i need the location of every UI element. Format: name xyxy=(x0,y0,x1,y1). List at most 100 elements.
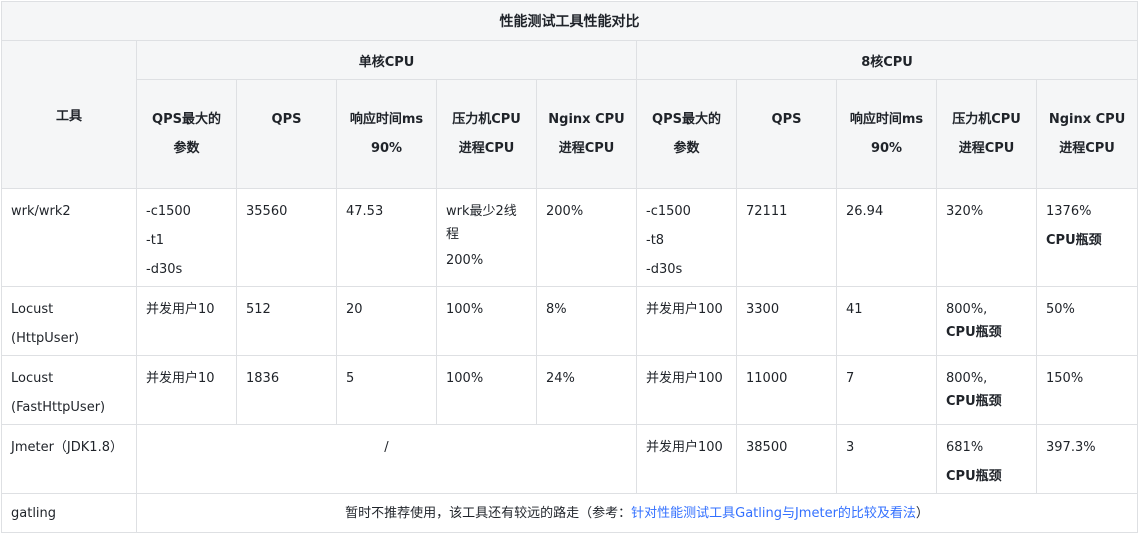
resp-cell: 3 xyxy=(836,424,937,494)
tool-variant: (FastHttpUser) xyxy=(11,400,106,415)
press-cpu-cell: 800%, CPU瓶颈 xyxy=(936,355,1037,425)
gatling-note-suffix: ） xyxy=(915,505,929,521)
tool-name: Locust xyxy=(11,371,54,386)
press-cpu-value: 681% xyxy=(946,440,984,455)
params-cell: 并发用户100 xyxy=(636,286,737,356)
tool-column-header: 工具 xyxy=(1,40,137,189)
single-core-na-cell: / xyxy=(136,424,637,494)
header-line-spacer xyxy=(243,134,330,163)
header-line: 90% xyxy=(370,141,403,156)
nginx-cpu-cell: 397.3% xyxy=(1035,424,1139,494)
header-line: 参数 xyxy=(673,141,700,156)
table-row: Locust (FastHttpUser) 并发用户10 1836 5 100%… xyxy=(1,355,1139,425)
nginx-cpu-cell: 24% xyxy=(536,355,637,425)
header-resp-single: 响应时间ms 90% xyxy=(336,79,437,189)
header-line: QPS xyxy=(271,112,302,127)
params-cell: -c1500 -t1 -d30s xyxy=(136,188,237,287)
press-cpu-value: 100% xyxy=(446,302,484,317)
header-line: 进程CPU xyxy=(1059,141,1115,156)
press-cpu-cell: 100% xyxy=(436,355,537,425)
header-line: QPS xyxy=(771,112,802,127)
press-cpu-note: wrk最少2线程 xyxy=(446,204,517,242)
param-line: 并发用户10 xyxy=(146,371,215,386)
press-cpu-cell: 320% xyxy=(936,188,1037,287)
press-cpu-cell: 800%, CPU瓶颈 xyxy=(936,286,1037,356)
tool-cell: Locust (HttpUser) xyxy=(1,286,137,356)
resp-cell: 5 xyxy=(336,355,437,425)
qps-cell: 512 xyxy=(236,286,337,356)
gatling-vs-jmeter-link[interactable]: 针对性能测试工具Gatling与Jmeter的比较及看法 xyxy=(631,505,916,521)
press-cpu-value: 800%, xyxy=(946,371,988,386)
single-core-header: 单核CPU xyxy=(136,40,637,80)
header-line: Nginx CPU xyxy=(1048,112,1126,127)
header-qps-params-single: QPS最大的 参数 xyxy=(136,79,237,189)
resp-cell: 7 xyxy=(836,355,937,425)
qps-cell: 38500 xyxy=(736,424,837,494)
press-cpu-value: 800%, xyxy=(946,302,988,317)
gatling-note-prefix: 暂时不推荐使用，该工具还有较远的路走（参考： xyxy=(345,505,632,521)
table-row: wrk/wrk2 -c1500 -t1 -d30s 35560 47.53 wr… xyxy=(1,188,1139,287)
resp-cell: 20 xyxy=(336,286,437,356)
bottleneck-label: CPU瓶颈 xyxy=(946,325,1002,340)
nginx-cpu-cell: 150% xyxy=(1035,355,1139,425)
resp-cell: 47.53 xyxy=(336,188,437,287)
bottleneck-label: CPU瓶颈 xyxy=(1046,233,1102,248)
param-line: 并发用户100 xyxy=(646,302,723,317)
press-cpu-value: 100% xyxy=(446,371,484,386)
table-row: Jmeter（JDK1.8） / 并发用户100 38500 3 681% CP… xyxy=(1,424,1139,494)
tool-name: wrk/wrk2 xyxy=(11,204,71,219)
header-line: 响应时间ms xyxy=(349,112,424,127)
bottleneck-label: CPU瓶颈 xyxy=(946,394,1002,409)
tool-name: Locust xyxy=(11,302,54,317)
header-line: 进程CPU xyxy=(958,141,1015,156)
params-cell: 并发用户10 xyxy=(136,355,237,425)
nginx-cpu-cell: 1376% CPU瓶颈 xyxy=(1035,188,1139,287)
nginx-cpu-value: 50% xyxy=(1046,302,1075,317)
resp-cell: 26.94 xyxy=(836,188,937,287)
header-line: 90% xyxy=(870,141,903,156)
title-row: 性能测试工具性能对比 xyxy=(0,1,1139,41)
qps-cell: 72111 xyxy=(736,188,837,287)
nginx-cpu-cell: 8% xyxy=(536,286,637,356)
nginx-cpu-cell: 200% xyxy=(536,188,637,287)
nginx-cpu-value: 1376% xyxy=(1046,204,1092,219)
header-line: 压力机CPU xyxy=(452,112,521,127)
press-cpu-cell: 681% CPU瓶颈 xyxy=(936,424,1037,494)
params-cell: 并发用户10 xyxy=(136,286,237,356)
tool-cell: gatling xyxy=(1,493,137,533)
header-line: 压力机CPU xyxy=(952,112,1021,127)
header-line: 参数 xyxy=(173,141,200,156)
header-qps-multi: QPS xyxy=(736,79,837,189)
press-cpu-cell: wrk最少2线程 200% xyxy=(436,188,537,287)
table-row: gatling 暂时不推荐使用，该工具还有较远的路走（参考：针对性能测试工具Ga… xyxy=(1,493,1139,533)
header-line: QPS最大的 xyxy=(652,112,721,127)
sub-header-row: QPS最大的 参数 QPS 响应时间ms 90% 压力机CPU 进程CPU Ng… xyxy=(2,79,1139,189)
param-line: -t8 xyxy=(646,233,665,248)
param-line: 并发用户100 xyxy=(646,371,723,386)
header-line: 进程CPU xyxy=(458,141,515,156)
qps-cell: 11000 xyxy=(736,355,837,425)
tool-cell: wrk/wrk2 xyxy=(1,188,137,287)
param-line: -d30s xyxy=(646,262,683,277)
header-resp-multi: 响应时间ms 90% xyxy=(836,79,937,189)
tool-variant: (HttpUser) xyxy=(11,331,79,346)
param-line: 并发用户10 xyxy=(146,302,215,317)
table-title: 性能测试工具性能对比 xyxy=(0,1,1139,41)
eight-core-header: 8核CPU xyxy=(635,40,1139,80)
param-line: -t1 xyxy=(146,233,165,248)
header-nginx-cpu-single: Nginx CPU 进程CPU xyxy=(536,79,637,189)
params-cell: 并发用户100 xyxy=(636,355,737,425)
group-header-row: 工具 单核CPU 8核CPU xyxy=(1,40,1139,189)
header-line: 进程CPU xyxy=(558,141,615,156)
tool-name: Jmeter（JDK1.8） xyxy=(11,440,123,455)
header-qps-params-multi: QPS最大的 参数 xyxy=(636,79,737,189)
params-cell: 并发用户100 xyxy=(636,424,737,494)
qps-cell: 35560 xyxy=(236,188,337,287)
header-nginx-cpu-multi: Nginx CPU 进程CPU xyxy=(1035,79,1139,189)
param-line: -c1500 xyxy=(146,204,191,219)
press-cpu-value: 200% xyxy=(446,253,484,268)
param-line: 并发用户100 xyxy=(646,440,723,455)
header-line: Nginx CPU xyxy=(548,112,625,127)
header-press-cpu-multi: 压力机CPU 进程CPU xyxy=(936,79,1037,189)
